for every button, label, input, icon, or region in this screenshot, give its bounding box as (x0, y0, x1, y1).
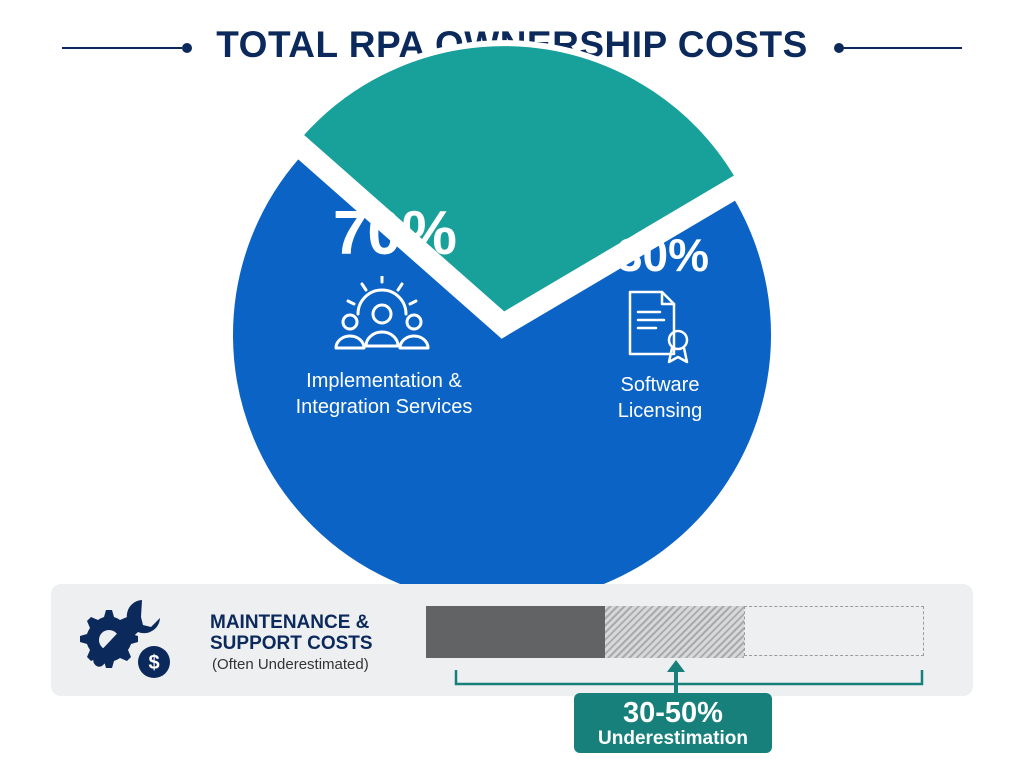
licensing-label-line-2: Licensing (585, 398, 735, 424)
maintenance-bar-remaining (744, 606, 924, 656)
maintenance-bar (426, 606, 924, 658)
maintenance-bar-known (426, 606, 605, 658)
maintenance-bar-underestimated (605, 606, 744, 658)
underestimation-callout: 30-50% Underestimation (574, 693, 772, 753)
licensing-label-line-1: Software (585, 372, 735, 398)
underestimation-value: 30-50% (574, 698, 772, 728)
maintenance-title-line-1: MAINTENANCE & (210, 612, 400, 633)
implementation-percent-label: 70% (300, 198, 490, 269)
licensing-percent-label: 30% (588, 228, 738, 282)
implementation-label-line-1: Implementation & (250, 368, 518, 394)
licensing-label: Software Licensing (585, 372, 735, 424)
underestimation-label: Underestimation (574, 728, 772, 750)
implementation-label-line-2: Integration Services (250, 394, 518, 420)
svg-text:$: $ (148, 652, 159, 674)
maintenance-subtitle: (Often Underestimated) (212, 656, 412, 673)
pie-chart (0, 0, 1024, 600)
maintenance-title: MAINTENANCE & SUPPORT COSTS (210, 612, 400, 654)
maintenance-title-line-2: SUPPORT COSTS (210, 633, 400, 654)
people-gear-icon (330, 276, 434, 356)
implementation-label: Implementation & Integration Services (250, 368, 518, 420)
certificate-icon (622, 288, 700, 366)
wrench-gear-dollar-icon: $ (72, 596, 176, 684)
